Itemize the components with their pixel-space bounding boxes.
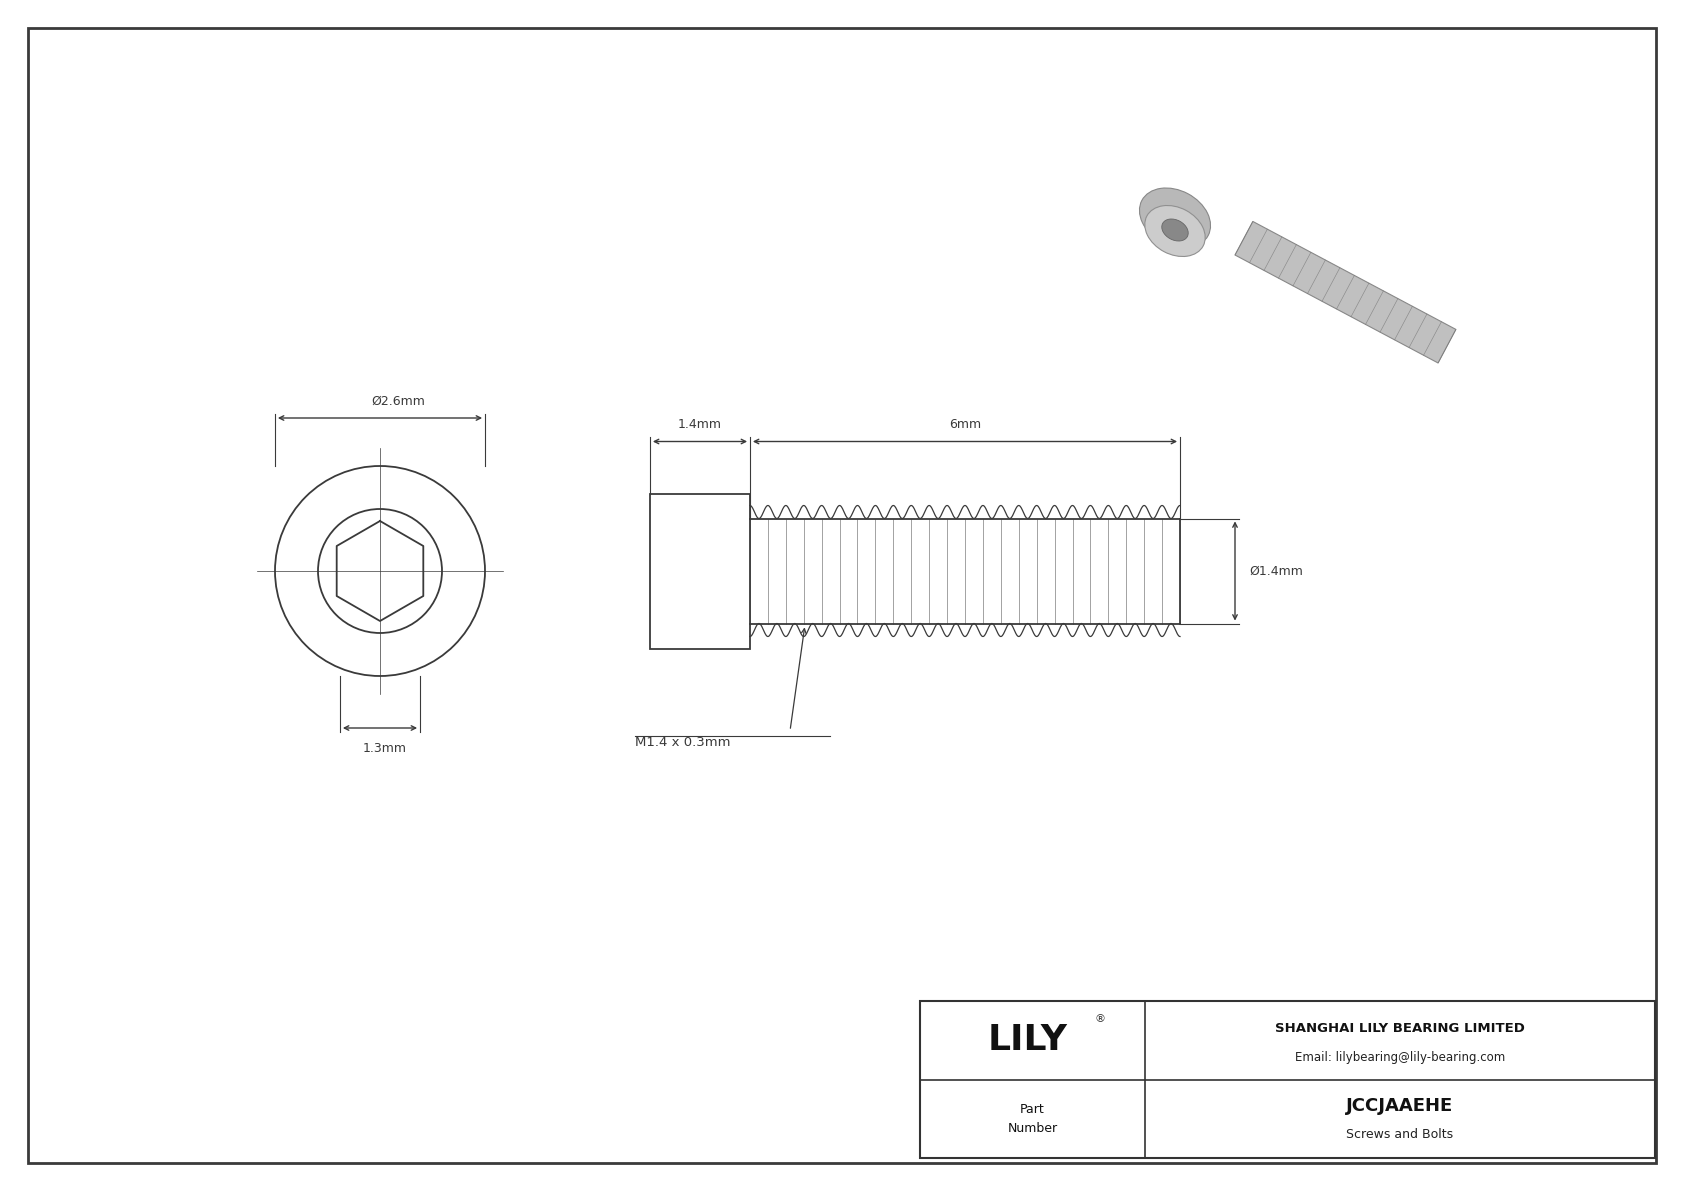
Text: JCCJAAEHE: JCCJAAEHE (1347, 1097, 1453, 1115)
Bar (1234, 222, 1457, 363)
Ellipse shape (1140, 188, 1211, 248)
Bar (919, 1000, 1655, 1158)
Bar (650, 493, 749, 649)
Text: 1.4mm: 1.4mm (679, 418, 722, 431)
Text: SHANGHAI LILY BEARING LIMITED: SHANGHAI LILY BEARING LIMITED (1275, 1022, 1526, 1035)
Text: Ø2.6mm: Ø2.6mm (370, 395, 424, 409)
Ellipse shape (1162, 219, 1189, 241)
Text: Ø1.4mm: Ø1.4mm (1250, 565, 1303, 578)
Text: ®: ® (1095, 1015, 1105, 1024)
Text: M1.4 x 0.3mm: M1.4 x 0.3mm (635, 736, 731, 749)
Text: Screws and Bolts: Screws and Bolts (1347, 1128, 1453, 1141)
Text: 6mm: 6mm (950, 418, 982, 431)
Text: Email: lilybearing@lily-bearing.com: Email: lilybearing@lily-bearing.com (1295, 1050, 1505, 1064)
Text: 1.3mm: 1.3mm (364, 742, 408, 755)
Text: LILY: LILY (987, 1023, 1068, 1058)
Ellipse shape (1145, 206, 1206, 256)
Text: Part
Number: Part Number (1007, 1103, 1058, 1135)
